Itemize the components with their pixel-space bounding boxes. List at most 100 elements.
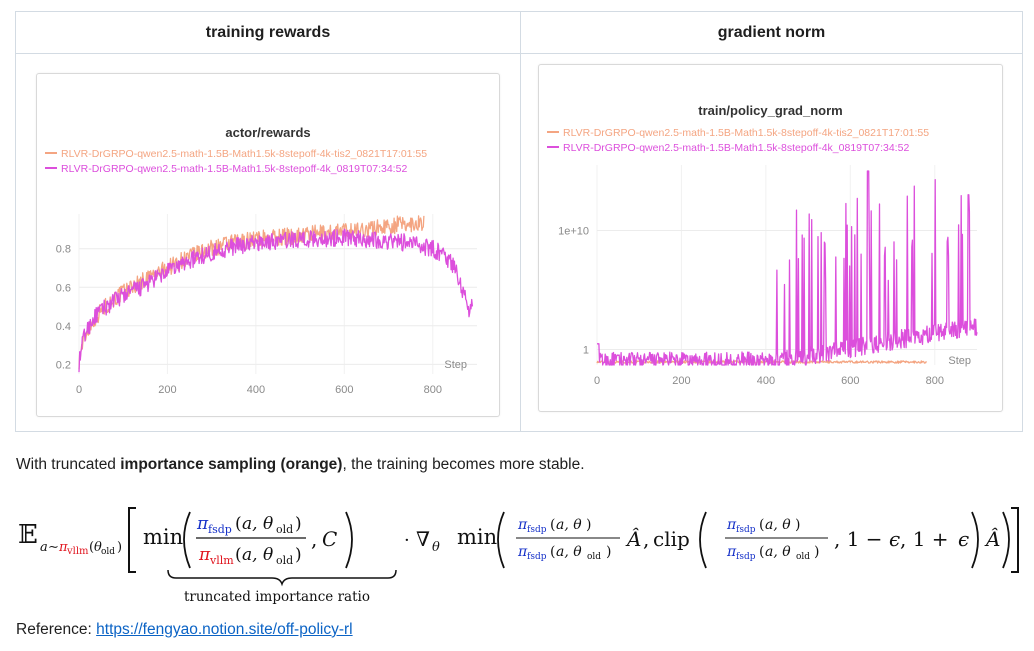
svg-text:fsdp: fsdp — [527, 525, 547, 535]
legend-entry: RLVR-DrGRPO-qwen2.5-math-1.5B-Math1.5k-8… — [61, 148, 427, 160]
svg-text:(: ( — [235, 514, 242, 534]
svg-text:(: ( — [759, 517, 764, 533]
svg-text:old: old — [276, 523, 293, 536]
svg-text:a, θ: a, θ — [242, 514, 273, 534]
svg-text:a, θ: a, θ — [242, 545, 273, 565]
series-line-magenta — [78, 228, 474, 373]
svg-text:Â: Â — [625, 527, 641, 551]
chart-panel-policy-grad-norm[interactable]: train/policy_grad_norm RLVR-DrGRPO-qwen2.… — [538, 64, 1003, 412]
importance-sampling-formula: 𝔼 a ∼ π vllm ( θ old ) min π fsdp ( a, θ… — [18, 507, 1019, 605]
svg-text:vllm: vllm — [66, 546, 89, 557]
svg-text:a, θ: a, θ — [556, 517, 582, 533]
svg-text:π: π — [517, 517, 528, 533]
chart-svg: actor/rewards RLVR-DrGRPO-qwen2.5-math-1.… — [45, 125, 477, 396]
y-tick-label: 0.8 — [56, 244, 71, 256]
svg-text:a: a — [40, 540, 48, 555]
svg-text:): ) — [117, 540, 122, 555]
svg-text:θ: θ — [432, 540, 440, 555]
svg-text:, 1 +: , 1 + — [900, 527, 949, 551]
svg-text:): ) — [295, 545, 302, 565]
svg-text:): ) — [814, 544, 819, 560]
caption-bold: importance sampling (orange) — [120, 456, 343, 473]
chart-panel-actor-rewards[interactable]: actor/rewards RLVR-DrGRPO-qwen2.5-math-1.… — [36, 73, 500, 417]
y-tick-label: 0.4 — [56, 321, 71, 333]
svg-text:Â: Â — [984, 527, 1000, 551]
svg-text:,: , — [311, 527, 317, 551]
svg-text:old: old — [276, 554, 293, 567]
y-tick-label: 1 — [583, 345, 589, 357]
y-tick-label: 0.2 — [56, 359, 71, 371]
x-tick-label: 800 — [926, 375, 944, 387]
column-header-gradient-norm: gradient norm — [521, 12, 1022, 54]
legend-entry: RLVR-DrGRPO-qwen2.5-math-1.5B-Math1.5k-8… — [563, 142, 909, 154]
underbrace-label: truncated importance ratio — [184, 589, 370, 605]
x-tick-label: 200 — [158, 384, 176, 396]
legend-entry: RLVR-DrGRPO-qwen2.5-math-1.5B-Math1.5k-8… — [563, 127, 929, 139]
caption-prefix: With truncated — [16, 456, 121, 473]
svg-text:ϵ: ϵ — [958, 527, 969, 551]
svg-text:∼: ∼ — [48, 540, 59, 555]
table-column-gradient-norm: gradient norm train/policy_grad_norm RLVR… — [521, 12, 1022, 431]
column-header-training-rewards: training rewards — [16, 12, 520, 54]
svg-text:a, θ: a, θ — [556, 544, 582, 560]
svg-text:∇: ∇ — [416, 527, 430, 551]
y-tick-label: 1e+10 — [558, 225, 589, 237]
chart-svg: train/policy_grad_norm RLVR-DrGRPO-qwen2.… — [547, 103, 978, 387]
svg-text:): ) — [795, 517, 800, 533]
svg-text:fsdp: fsdp — [736, 525, 756, 535]
svg-text:π: π — [58, 540, 68, 555]
svg-text:): ) — [295, 514, 302, 534]
series-line-magenta — [596, 170, 978, 366]
charts-table: training rewards actor/rewards RLVR-DrGRP… — [15, 11, 1023, 432]
svg-text:θ: θ — [94, 540, 102, 555]
svg-text:,: , — [643, 527, 649, 551]
svg-text:clip: clip — [653, 527, 690, 551]
svg-text:old: old — [796, 552, 810, 562]
y-tick-label: 0.6 — [56, 282, 71, 294]
x-tick-label: 200 — [672, 375, 690, 387]
svg-text:fsdp: fsdp — [527, 552, 547, 562]
svg-text:(: ( — [89, 540, 94, 555]
svg-text:fsdp: fsdp — [208, 523, 232, 536]
svg-text:ϵ: ϵ — [889, 527, 900, 551]
x-tick-label: 0 — [594, 375, 600, 387]
svg-text:): ) — [586, 517, 591, 533]
svg-text:π: π — [198, 545, 211, 565]
x-axis-label: Step — [948, 355, 971, 367]
x-tick-label: 800 — [424, 384, 442, 396]
svg-text:(: ( — [759, 544, 764, 560]
svg-text:fsdp: fsdp — [736, 552, 756, 562]
x-tick-label: 400 — [757, 375, 775, 387]
x-axis-label: Step — [444, 359, 467, 371]
svg-text:C: C — [322, 527, 337, 551]
x-tick-label: 0 — [76, 384, 82, 396]
caption-suffix: , the training becomes more stable. — [342, 456, 585, 473]
svg-text:a, θ: a, θ — [765, 544, 791, 560]
svg-text:(: ( — [550, 544, 555, 560]
caption-text: With truncated importance sampling (oran… — [16, 456, 585, 474]
expectation-symbol: 𝔼 — [18, 520, 38, 550]
x-tick-label: 400 — [247, 384, 265, 396]
svg-text:·: · — [404, 530, 410, 551]
svg-text:min: min — [143, 525, 183, 549]
svg-text:): ) — [606, 544, 611, 560]
reference-line: Reference: https://fengyao.notion.site/o… — [16, 621, 353, 639]
svg-text:(: ( — [550, 517, 555, 533]
legend-entry: RLVR-DrGRPO-qwen2.5-math-1.5B-Math1.5k-8… — [61, 163, 407, 175]
chart-title: actor/rewards — [225, 125, 310, 140]
x-tick-label: 600 — [841, 375, 859, 387]
reference-label: Reference: — [16, 621, 97, 638]
svg-text:vllm: vllm — [209, 554, 234, 567]
table-column-training-rewards: training rewards actor/rewards RLVR-DrGRP… — [16, 12, 521, 431]
svg-text:a, θ: a, θ — [765, 517, 791, 533]
svg-text:, 1 −: , 1 − — [834, 527, 883, 551]
svg-text:π: π — [196, 514, 209, 534]
svg-text:old: old — [587, 552, 601, 562]
reference-link[interactable]: https://fengyao.notion.site/off-policy-r… — [96, 621, 353, 638]
svg-text:min: min — [457, 525, 497, 549]
svg-text:π: π — [726, 517, 737, 533]
svg-text:(: ( — [235, 545, 242, 565]
x-tick-label: 600 — [335, 384, 353, 396]
svg-text:π: π — [726, 544, 737, 560]
chart-title: train/policy_grad_norm — [698, 103, 842, 118]
